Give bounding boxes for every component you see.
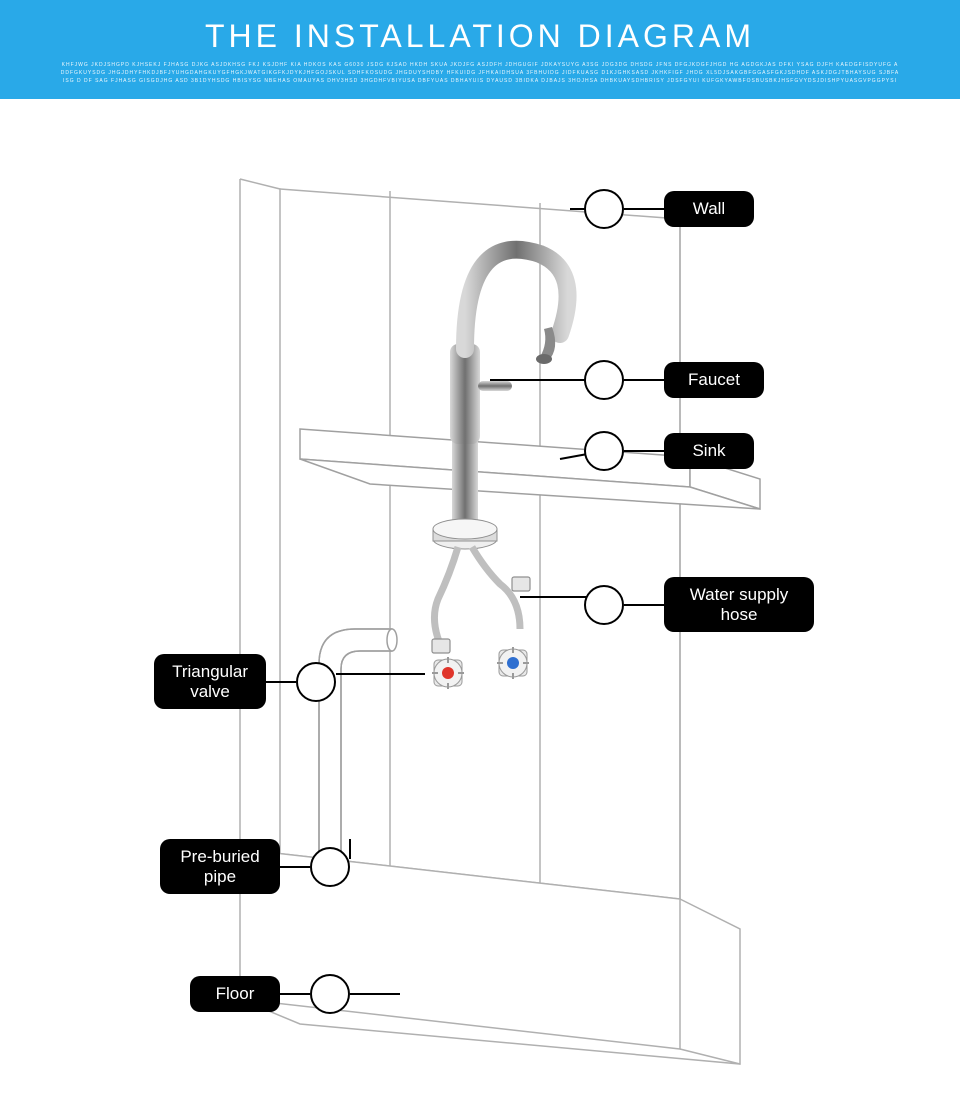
callout-label: Faucet (664, 362, 764, 398)
callout-dot (584, 431, 624, 471)
page-title: THE INSTALLATION DIAGRAM (20, 18, 940, 55)
callout-faucet: Faucet (584, 360, 764, 400)
diagram-area: Wall Faucet Sink Water supply hose Triangula… (0, 99, 960, 1079)
callout-triangular_valve: Triangular valve (154, 654, 336, 709)
faucet (433, 250, 568, 549)
callout-hose: Water supply hose (584, 577, 814, 632)
callout-dot (584, 585, 624, 625)
callout-dot (310, 974, 350, 1014)
callout-dot (296, 662, 336, 702)
callout-sink: Sink (584, 431, 754, 471)
callout-line (266, 681, 296, 683)
callout-line (280, 993, 310, 995)
callout-line (624, 450, 664, 452)
installation-diagram (0, 99, 960, 1079)
callout-dot (584, 189, 624, 229)
callout-label: Sink (664, 433, 754, 469)
page-subtitle: KHFJWG JKDJSHGPD KJHSEKJ FJHASG DJKG ASJ… (20, 61, 940, 85)
callout-preburied_pipe: Pre-buried pipe (160, 839, 350, 894)
water-supply-hoses (432, 547, 530, 653)
header-banner: THE INSTALLATION DIAGRAM KHFJWG JKDJSHGP… (0, 0, 960, 99)
callout-line (624, 604, 664, 606)
callout-label: Triangular valve (154, 654, 266, 709)
callout-label: Wall (664, 191, 754, 227)
callout-line (280, 866, 310, 868)
callout-line (624, 379, 664, 381)
callout-label: Floor (190, 976, 280, 1012)
callout-label: Water supply hose (664, 577, 814, 632)
callout-dot (584, 360, 624, 400)
callout-line (624, 208, 664, 210)
callout-label: Pre-buried pipe (160, 839, 280, 894)
callout-dot (310, 847, 350, 887)
callout-floor: Floor (190, 974, 350, 1014)
callout-wall: Wall (584, 189, 754, 229)
